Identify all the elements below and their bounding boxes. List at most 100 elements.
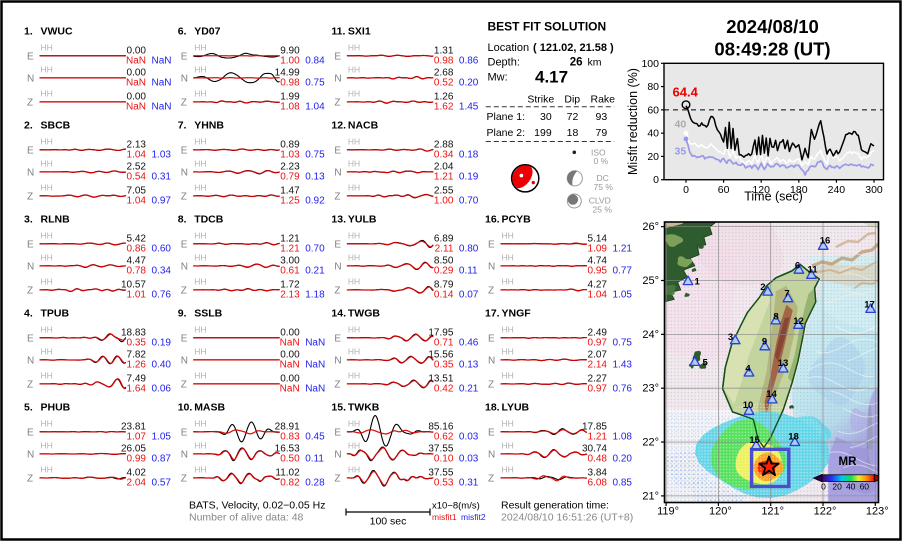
svg-text:0.35: 0.35 [434, 359, 454, 370]
svg-text:0.82: 0.82 [280, 477, 300, 488]
svg-text:0.19: 0.19 [152, 337, 172, 348]
svg-text:HH: HH [502, 276, 514, 286]
svg-text:0.00: 0.00 [127, 67, 147, 78]
svg-text:1.00: 1.00 [434, 195, 454, 206]
svg-text:HH: HH [41, 136, 53, 146]
svg-text:RLNB: RLNB [41, 213, 71, 225]
svg-text:N: N [488, 355, 495, 366]
svg-text:NaN: NaN [305, 359, 325, 370]
svg-text:9.: 9. [178, 307, 187, 319]
svg-text:0.60: 0.60 [152, 243, 172, 254]
svg-text:15.: 15. [331, 401, 346, 413]
svg-text:0.79: 0.79 [280, 171, 300, 182]
svg-text:N: N [334, 73, 341, 84]
svg-text:0.50: 0.50 [280, 453, 300, 464]
svg-text:0.98: 0.98 [280, 77, 300, 88]
svg-text:1.21: 1.21 [588, 431, 608, 442]
svg-text:HH: HH [41, 370, 53, 380]
svg-text:HH: HH [348, 136, 360, 146]
svg-text:0.18: 0.18 [459, 149, 479, 160]
svg-text:NaN: NaN [280, 337, 300, 348]
svg-text:HH: HH [348, 42, 360, 52]
svg-text:22°: 22° [642, 437, 659, 449]
svg-text:08:49:28 (UT): 08:49:28 (UT) [714, 39, 830, 60]
svg-text:85.16: 85.16 [428, 421, 453, 432]
svg-text:NaN: NaN [126, 77, 146, 88]
svg-text:0.11: 0.11 [305, 453, 324, 464]
svg-text:1.31: 1.31 [434, 45, 454, 56]
svg-text:10: 10 [743, 400, 754, 411]
svg-text:4.: 4. [24, 307, 33, 319]
svg-text:1.72: 1.72 [280, 279, 300, 290]
svg-text:0.83: 0.83 [280, 431, 300, 442]
svg-text:0.13: 0.13 [459, 359, 479, 370]
svg-text:1.04: 1.04 [588, 289, 608, 300]
svg-text:Z: Z [181, 191, 187, 202]
svg-text:7.05: 7.05 [127, 185, 147, 196]
svg-text:Z: Z [334, 379, 340, 390]
svg-text:HH: HH [502, 324, 514, 334]
svg-text:HH: HH [194, 136, 206, 146]
svg-text:HH: HH [194, 64, 206, 74]
svg-text:Z: Z [181, 379, 187, 390]
svg-text:0.76: 0.76 [152, 289, 172, 300]
svg-text:0.84: 0.84 [305, 55, 325, 66]
svg-text:0.00: 0.00 [280, 327, 300, 338]
svg-text:TDCB: TDCB [194, 213, 224, 225]
svg-text:YULB: YULB [348, 213, 377, 225]
svg-text:0.00: 0.00 [127, 45, 147, 56]
svg-text:0.75: 0.75 [305, 149, 325, 160]
svg-text:MASB: MASB [194, 401, 225, 413]
svg-text:17.95: 17.95 [428, 327, 453, 338]
svg-text:HH: HH [502, 440, 514, 450]
svg-text:TWGB: TWGB [348, 307, 380, 319]
svg-text:26°: 26° [642, 221, 659, 233]
svg-text:Z: Z [181, 473, 187, 484]
svg-text:2024/08/10: 2024/08/10 [726, 16, 819, 37]
svg-text:14.: 14. [331, 307, 346, 319]
svg-text:0.06: 0.06 [152, 383, 172, 394]
svg-text:1.99: 1.99 [280, 91, 300, 102]
svg-text:Plane 1:: Plane 1: [487, 111, 526, 123]
svg-text:199: 199 [534, 127, 552, 139]
svg-text:0.54: 0.54 [127, 171, 147, 182]
svg-text:Z: Z [27, 191, 33, 202]
svg-text:1.: 1. [24, 25, 33, 37]
svg-text:E: E [334, 239, 341, 250]
svg-text:E: E [181, 145, 188, 156]
svg-text:0.86: 0.86 [127, 243, 147, 254]
svg-text:1.04: 1.04 [127, 149, 147, 160]
svg-text:HH: HH [194, 158, 206, 168]
svg-text:12: 12 [793, 316, 804, 327]
svg-text:0.97: 0.97 [588, 337, 608, 348]
svg-text:0.46: 0.46 [459, 337, 479, 348]
svg-text:18.: 18. [485, 401, 500, 413]
svg-text:HH: HH [502, 370, 514, 380]
svg-text:4.27: 4.27 [588, 279, 608, 290]
svg-text:1.47: 1.47 [280, 185, 300, 196]
svg-text:N: N [27, 73, 34, 84]
svg-text:E: E [334, 51, 341, 62]
svg-text:0.85: 0.85 [613, 477, 633, 488]
svg-text:HH: HH [41, 88, 53, 98]
svg-text:N: N [181, 167, 188, 178]
svg-text:40: 40 [647, 128, 659, 140]
svg-text:1.05: 1.05 [613, 289, 633, 300]
svg-text:0.70: 0.70 [459, 195, 479, 206]
svg-text:15.56: 15.56 [428, 349, 453, 360]
svg-text:0.78: 0.78 [127, 265, 147, 276]
svg-text:0: 0 [653, 174, 659, 186]
svg-text:N: N [181, 355, 188, 366]
svg-text:1.01: 1.01 [127, 289, 147, 300]
svg-text:N: N [334, 261, 341, 272]
svg-text:0.92: 0.92 [305, 195, 325, 206]
svg-text:2.13: 2.13 [280, 289, 300, 300]
svg-text:1.04: 1.04 [127, 195, 147, 206]
svg-text:HH: HH [41, 158, 53, 168]
svg-text:18.83: 18.83 [121, 327, 146, 338]
svg-text:9.90: 9.90 [280, 45, 300, 56]
svg-text:0.87: 0.87 [152, 453, 172, 464]
svg-text:misfit1: misfit1 [432, 512, 457, 522]
svg-text:0 %: 0 % [594, 156, 609, 166]
svg-text:1.43: 1.43 [613, 359, 633, 370]
